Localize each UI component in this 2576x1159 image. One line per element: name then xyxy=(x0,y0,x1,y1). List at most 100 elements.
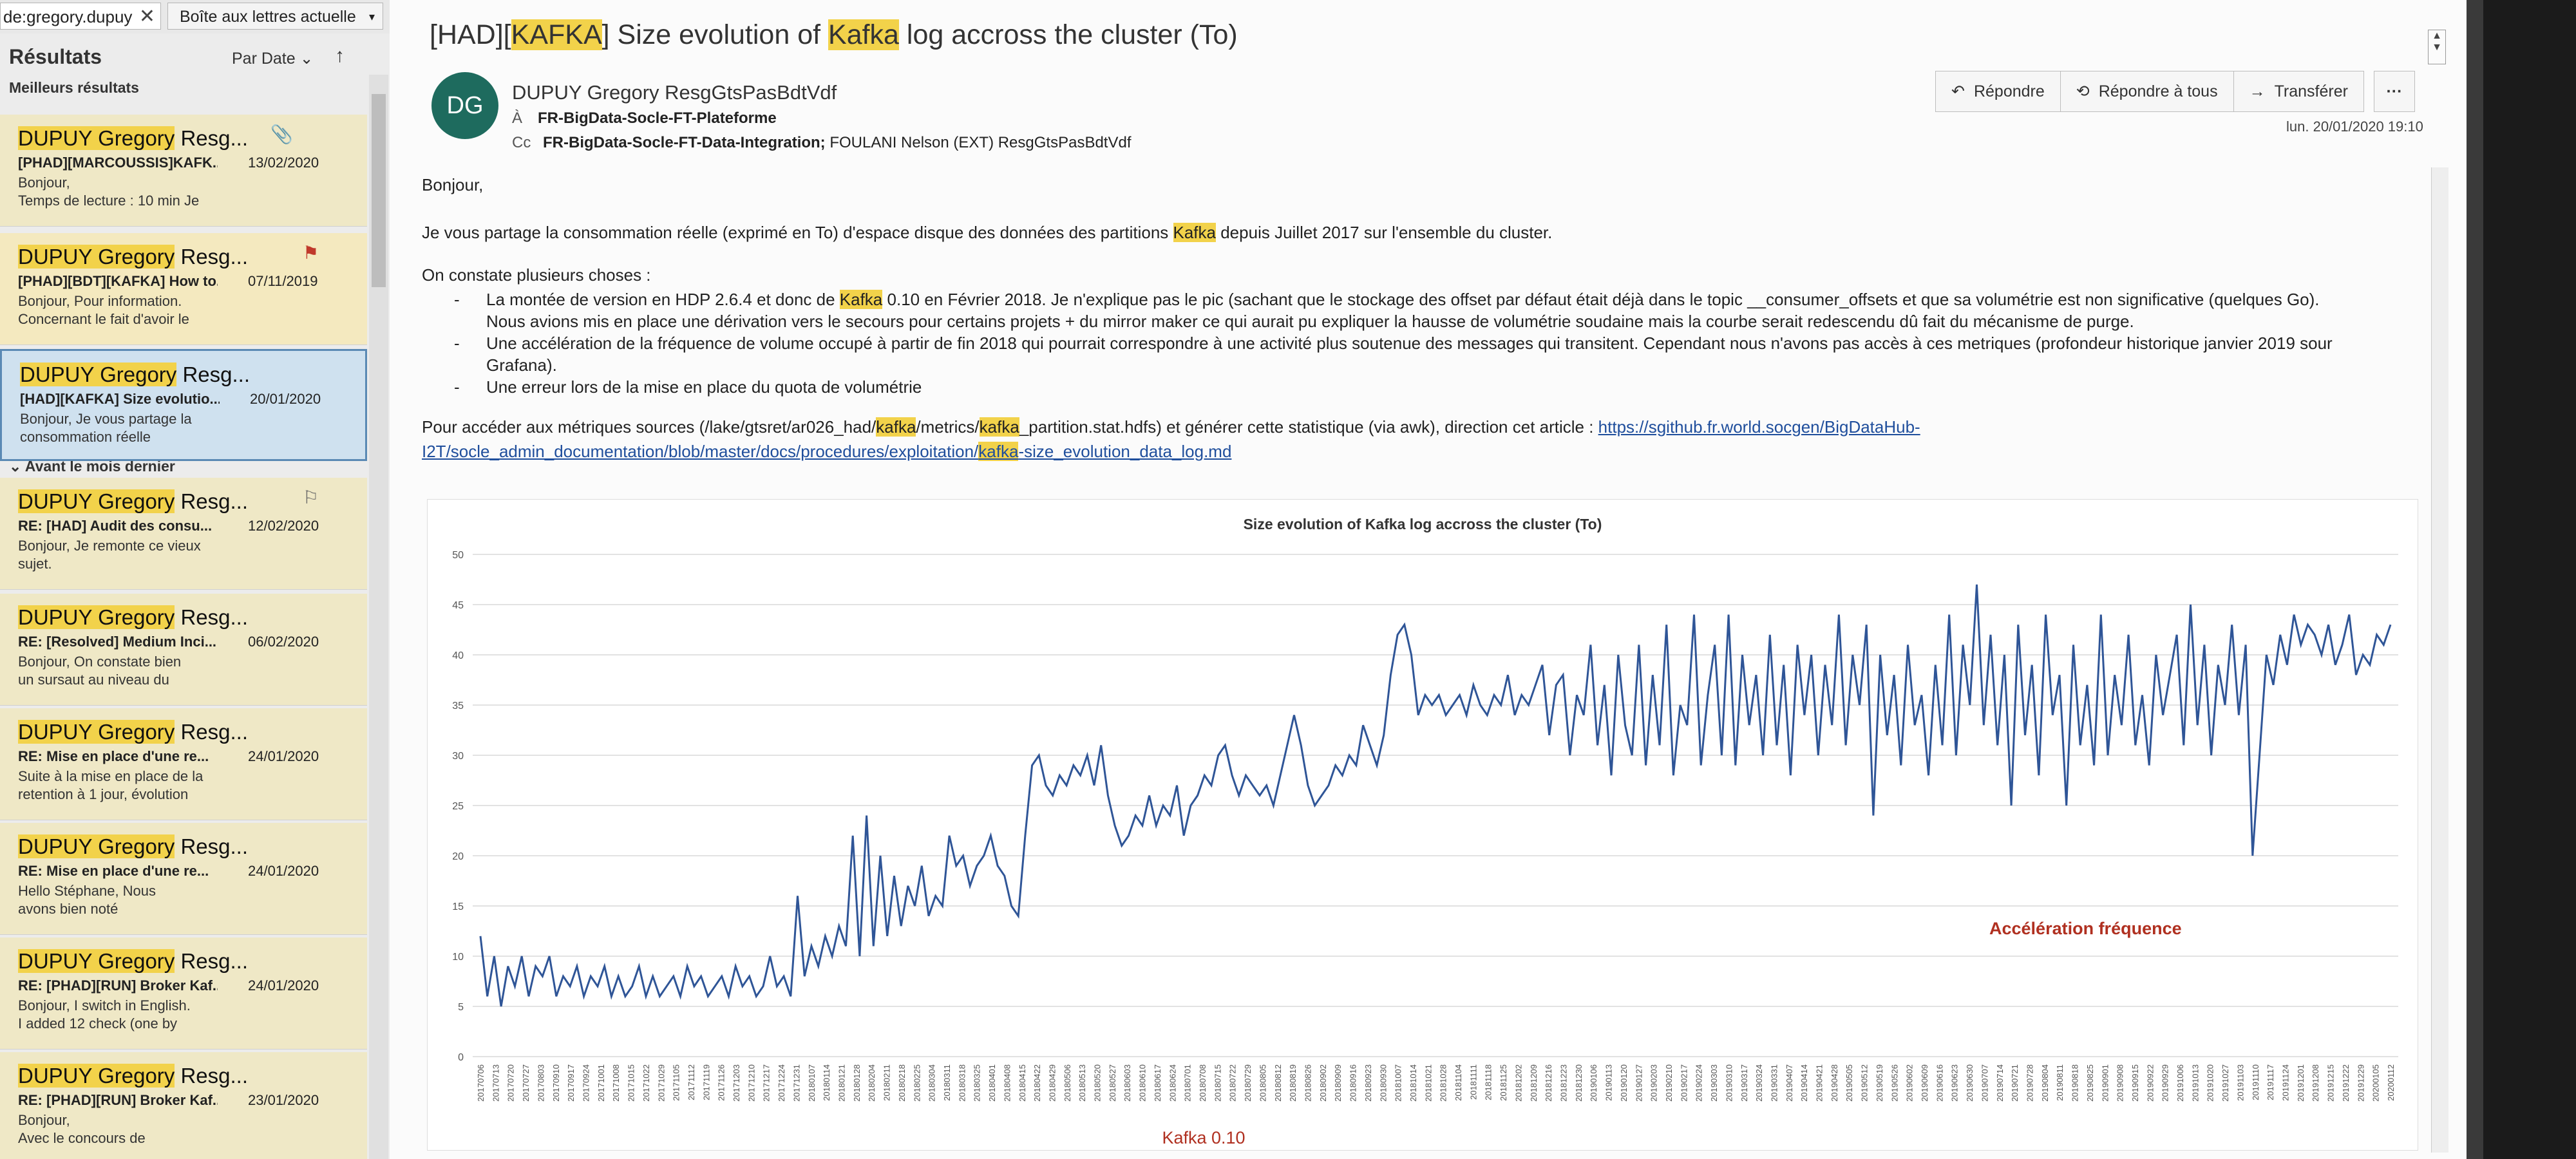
x-tick-label: 20181223 xyxy=(1559,1064,1569,1102)
x-tick-label: 20180729 xyxy=(1243,1064,1253,1102)
search-scope-value: Boîte aux lettres actuelle xyxy=(180,8,356,26)
received-date: lun. 20/01/2020 19:10 xyxy=(2286,118,2423,135)
article-link[interactable]: https://sgithub.fr.world.socgen/BigDataH… xyxy=(1598,417,1920,437)
series-line-size xyxy=(479,584,2392,1007)
sender-highlight: DUPUY Gregory xyxy=(18,1064,175,1088)
x-tick-label: 20180603 xyxy=(1122,1064,1132,1102)
sender-rest: Resg... xyxy=(176,363,251,386)
search-input[interactable]: de:gregory.dupuy ✕ xyxy=(0,3,161,30)
sender-highlight: DUPUY Gregory xyxy=(18,245,175,269)
mail-date: 20/01/2020 xyxy=(250,391,321,407)
attachment-icon[interactable]: 📎 xyxy=(270,124,293,144)
reply-label: Répondre xyxy=(1973,82,2045,100)
x-tick-label: 20170803 xyxy=(536,1064,545,1102)
paragraph-3: Pour accéder aux métriques sources (/lak… xyxy=(422,416,1920,438)
mail-date: 13/02/2020 xyxy=(248,155,319,171)
flag-icon[interactable]: ⚑ xyxy=(303,243,319,263)
article-link-part[interactable]: -size_evolution_data_log.md xyxy=(1018,442,1232,461)
x-tick-label: 20190317 xyxy=(1739,1064,1749,1102)
x-tick-label: 20190224 xyxy=(1694,1064,1704,1102)
x-tick-label: 20190127 xyxy=(1634,1064,1643,1102)
highlight: kafka xyxy=(979,417,1019,437)
mail-sender: DUPUY Gregory Resg... xyxy=(18,605,248,630)
x-tick-label: 20190421 xyxy=(1815,1064,1824,1102)
mail-actions: ↶ Répondre ⟲ Répondre à tous → Transférer ·… xyxy=(1935,71,2415,112)
reading-scrollbar[interactable] xyxy=(2431,167,2448,1153)
more-actions-button[interactable]: ··· xyxy=(2373,71,2415,112)
mail-list-item[interactable]: DUPUY Gregory Resg... [PHAD][MARCOUSSIS]K… xyxy=(0,115,367,227)
x-tick-label: 20190609 xyxy=(1920,1064,1929,1102)
scrollbar-thumb[interactable] xyxy=(372,94,386,287)
link-line-2[interactable]: I2T/socle_admin_documentation/blob/maste… xyxy=(422,440,1231,462)
x-tick-label: 20190505 xyxy=(1844,1064,1854,1102)
mail-list-item[interactable]: DUPUY Gregory Resg... [HAD][KAFKA] Size e… xyxy=(0,349,367,461)
sort-direction-icon[interactable]: ↑ xyxy=(335,45,345,66)
sender-highlight: DUPUY Gregory xyxy=(20,363,177,386)
x-tick-label: 20180121 xyxy=(837,1064,847,1102)
x-tick-label: 20181111 xyxy=(1468,1064,1478,1100)
header-scroll-arrows-icon[interactable]: ▲ ▼ xyxy=(2428,30,2446,64)
x-tick-label: 20181118 xyxy=(1484,1064,1493,1100)
mail-list-item[interactable]: DUPUY Gregory Resg... [PHAD][BDT][KAFKA] … xyxy=(0,233,367,345)
reply-button[interactable]: ↶ Répondre xyxy=(1935,71,2061,112)
x-tick-label: 20180805 xyxy=(1258,1064,1267,1102)
sender-name[interactable]: DUPUY Gregory ResgGtsPasBdtVdf xyxy=(512,81,837,104)
mail-list-item[interactable]: DUPUY Gregory Resg... RE: [Resolved] Medi… xyxy=(0,594,367,706)
sender-rest: Resg... xyxy=(175,489,249,513)
cc-group: FR-BigData-Socle-FT-Data-Integration; xyxy=(543,134,826,151)
x-tick-label: 20190901 xyxy=(2100,1064,2110,1102)
x-tick-label: 20181007 xyxy=(1394,1064,1403,1102)
mail-sender: DUPUY Gregory Resg... xyxy=(18,489,248,514)
bullet-1: La montée de version en HDP 2.6.4 et don… xyxy=(486,288,2320,310)
y-tick-label: 20 xyxy=(452,851,464,862)
to-label: À xyxy=(512,109,523,127)
article-link-part[interactable]: I2T/socle_admin_documentation/blob/maste… xyxy=(422,442,979,461)
forward-button[interactable]: → Transférer xyxy=(2233,71,2364,112)
mail-preview: Bonjour, Temps de lecture : 10 min Je xyxy=(18,174,200,209)
mail-list-item[interactable]: DUPUY Gregory Resg... RE: Mise en place d… xyxy=(0,823,367,935)
x-tick-label: 20181028 xyxy=(1439,1064,1448,1102)
x-tick-label: 20171203 xyxy=(732,1064,741,1102)
mail-date: 24/01/2020 xyxy=(248,977,319,994)
sender-rest: Resg... xyxy=(175,605,249,629)
highlight: Kafka xyxy=(839,290,883,309)
article-link-highlight[interactable]: kafka xyxy=(978,442,1019,461)
group-header[interactable]: Meilleurs résultats xyxy=(9,79,139,96)
cc-recipients[interactable]: FR-BigData-Socle-FT-Data-Integration; FO… xyxy=(543,134,1132,152)
sender-rest: Resg... xyxy=(175,834,249,858)
x-tick-label: 20180527 xyxy=(1108,1064,1117,1102)
x-tick-label: 20190825 xyxy=(2085,1064,2095,1102)
text: La montée de version en HDP 2.6.4 et don… xyxy=(486,290,840,309)
flag-icon[interactable]: ⚐ xyxy=(303,487,319,507)
mail-sender: DUPUY Gregory Resg... xyxy=(18,834,248,859)
y-tick-label: 30 xyxy=(452,751,464,762)
sort-by-button[interactable]: Par Date ⌄ xyxy=(232,49,314,68)
y-tick-label: 50 xyxy=(452,550,464,561)
x-tick-label: 20191027 xyxy=(2221,1064,2230,1102)
x-tick-label: 20171126 xyxy=(717,1064,726,1101)
mail-list-item[interactable]: DUPUY Gregory Resg... RE: Mise en place d… xyxy=(0,708,367,820)
greeting: Bonjour, xyxy=(422,175,484,194)
mail-list-item[interactable]: DUPUY Gregory Resg... RE: [PHAD][RUN] Bro… xyxy=(0,938,367,1050)
x-tick-label: 20171015 xyxy=(627,1064,636,1102)
mail-subject: [PHAD][BDT][KAFKA] How to... xyxy=(18,273,218,289)
clear-search-icon[interactable]: ✕ xyxy=(138,6,155,27)
mail-list-item[interactable]: DUPUY Gregory Resg... RE: [HAD] Audit des… xyxy=(0,478,367,590)
y-tick-label: 0 xyxy=(458,1052,464,1063)
x-tick-label: 20190526 xyxy=(1889,1064,1899,1102)
x-tick-label: 20171210 xyxy=(746,1064,756,1102)
to-recipient[interactable]: FR-BigData-Socle-FT-Plateforme xyxy=(538,109,777,127)
results-scrollbar[interactable] xyxy=(369,75,388,1159)
y-axis-ticks: 0 5 10 15 20 25 30 35 40 45 50 xyxy=(452,550,464,1063)
x-tick-label: 20190915 xyxy=(2130,1064,2140,1102)
x-tick-label: 20190519 xyxy=(1875,1064,1884,1102)
reply-all-button[interactable]: ⟲ Répondre à tous xyxy=(2060,71,2234,112)
x-tick-label: 20171022 xyxy=(641,1064,651,1102)
x-tick-label: 20200105 xyxy=(2371,1064,2381,1102)
x-tick-label: 20181104 xyxy=(1454,1064,1463,1101)
search-scope-select[interactable]: Boîte aux lettres actuelle ▾ xyxy=(167,3,383,30)
mail-preview: Bonjour, On constate bien un sursaut au n… xyxy=(18,654,182,688)
mail-subject: RE: Mise en place d'une re... xyxy=(18,863,209,879)
mail-list-item[interactable]: DUPUY Gregory Resg... RE: [PHAD][RUN] Bro… xyxy=(0,1052,367,1159)
y-tick-label: 5 xyxy=(458,1002,464,1013)
